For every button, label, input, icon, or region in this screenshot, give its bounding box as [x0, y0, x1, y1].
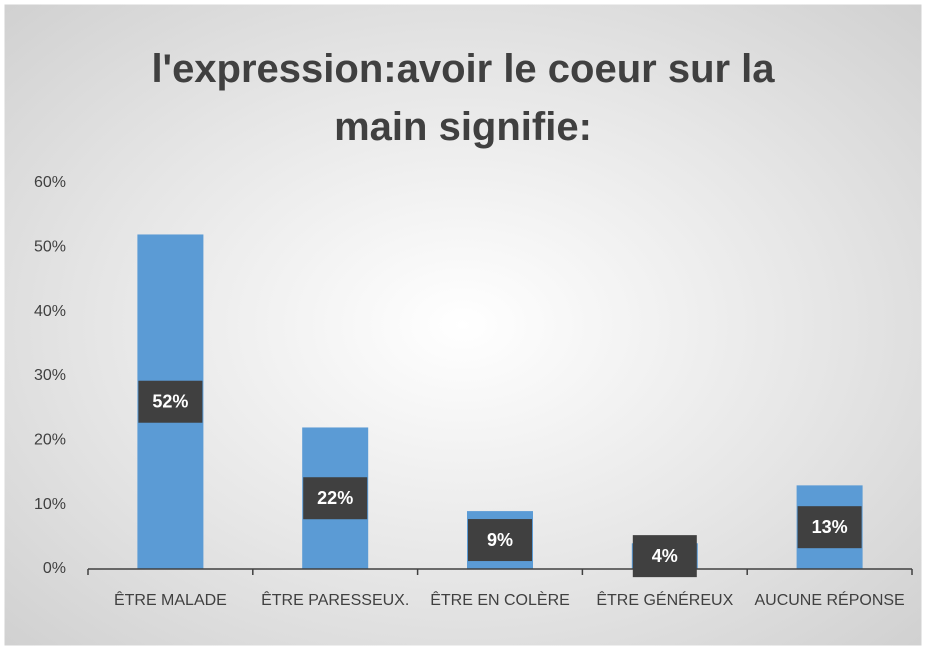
x-tick-label: ÊTRE GÉNÉREUX [596, 590, 733, 609]
value-label-box [797, 506, 862, 549]
value-label-box [632, 535, 697, 578]
y-tick-label: 10% [34, 496, 66, 513]
x-tick-label: AUCUNE RÉPONSE [754, 590, 904, 609]
y-tick-label: 0% [43, 560, 66, 577]
y-tick-label: 60% [34, 174, 66, 191]
chart-title: l'expression:avoir le coeur sur la main … [151, 47, 775, 149]
y-tick-label: 50% [34, 239, 66, 256]
y-tick-label: 20% [34, 432, 66, 449]
x-tick-label: ÊTRE PARESSEUX. [261, 590, 409, 609]
value-label-box [468, 519, 532, 562]
value-label: 13% [812, 517, 848, 537]
value-label-box [303, 477, 368, 520]
value-label: 22% [317, 488, 353, 508]
value-label-box [138, 380, 203, 423]
y-tick-label: 40% [34, 303, 66, 320]
x-tick-label: ÊTRE EN COLÈRE [430, 590, 570, 609]
value-label: 52% [152, 391, 188, 411]
value-label: 9% [487, 530, 513, 550]
value-label: 4% [652, 546, 678, 566]
x-tick-label: ÊTRE MALADE [114, 590, 227, 609]
y-tick-label: 30% [34, 367, 66, 384]
